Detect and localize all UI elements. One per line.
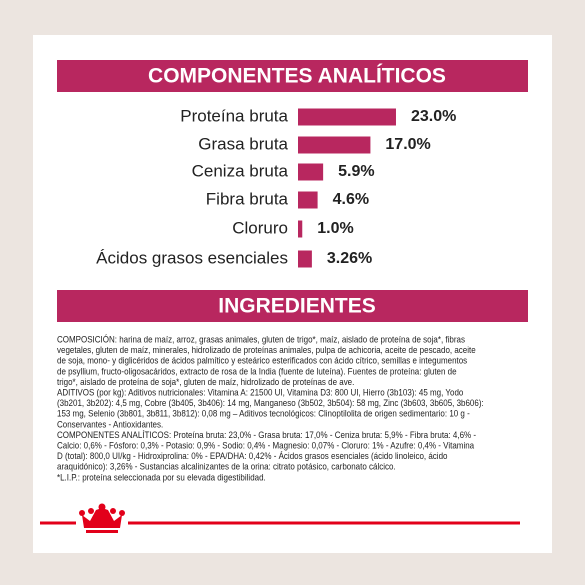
ingredients-text: COMPOSICIÓN: harina de maíz, arroz, gras…	[57, 334, 484, 482]
category-label: Ácidos grasos esenciales	[96, 248, 288, 267]
bar	[298, 191, 318, 209]
ingredients-line: *L.I.P.: proteína seleccionada por su el…	[57, 472, 266, 482]
value-label: 3.26%	[327, 250, 372, 267]
ingredients-line: Conservantes - Antioxidantes.	[57, 419, 163, 429]
value-label: 1.0%	[317, 220, 353, 237]
ingredients-line: araquidónico): 3,26% - Sustancias alcali…	[57, 462, 396, 472]
ingredients-line: trigo*, aislado de proteína de soja*, gl…	[57, 377, 354, 387]
category-label: Fibra bruta	[206, 189, 289, 208]
bar	[298, 220, 303, 238]
ingredients-title: INGREDIENTES	[218, 295, 376, 318]
bar	[298, 108, 396, 126]
bar	[298, 163, 324, 181]
bar	[298, 250, 312, 268]
header-title: COMPONENTES ANALÍTICOS	[148, 65, 446, 88]
ingredients-line: de soja, mono- y diglicéridos de ácidos …	[57, 356, 467, 366]
crown-logo	[79, 503, 125, 533]
ingredients-band	[57, 290, 528, 322]
value-label: 4.6%	[333, 191, 369, 208]
ingredients-line: Calcio: 0,6% - Fósforo: 0,3% - Potasio: …	[57, 440, 475, 450]
category-label: Proteína bruta	[180, 106, 288, 125]
value-label: 23.0%	[411, 108, 456, 125]
ingredients-line: vegetales, gluten de maíz, minerales, hi…	[57, 345, 476, 355]
ingredients-line: de psyllium, fructo-oligosacáridos, extr…	[57, 366, 457, 376]
category-label: Grasa bruta	[198, 134, 288, 153]
value-label: 17.0%	[385, 136, 430, 153]
ingredients-line: COMPONENTES ANALÍTICOS: Proteína bruta: …	[57, 430, 476, 440]
ingredients-line: ADITIVOS (por kg): Aditivos nutricionale…	[57, 387, 463, 397]
header-band	[57, 60, 528, 92]
value-label: 5.9%	[338, 163, 374, 180]
ingredients-line: D (total): 800,0 UI/kg - Hidroxiprolina:…	[57, 451, 447, 461]
ingredients-line: 153 mg, Selenio (3b801, 3b811, 3b812): 0…	[57, 409, 470, 419]
ingredients-line: COMPOSICIÓN: harina de maíz, arroz, gras…	[57, 334, 465, 344]
ingredients-line: (3b201, 3b202): 4,5 mg, Cobre (3b405, 3b…	[57, 398, 484, 408]
category-label: Cloruro	[232, 218, 288, 237]
category-label: Ceniza bruta	[192, 161, 289, 180]
bar	[298, 136, 371, 154]
